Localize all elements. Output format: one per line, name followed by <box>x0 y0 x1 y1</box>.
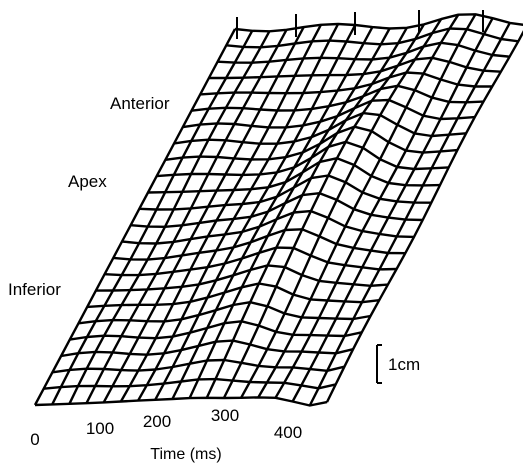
mesh-line-row <box>113 228 406 261</box>
mesh-line-row <box>95 264 388 292</box>
x-axis-title: Time (ms) <box>150 446 221 463</box>
scale-bar-label: 1cm <box>388 355 420 374</box>
mesh-line-row <box>191 84 484 112</box>
mesh-line-col <box>33 28 237 406</box>
x-tick-label-200: 200 <box>143 412 171 431</box>
mesh-line-col <box>291 17 494 403</box>
mesh-line-col <box>85 29 288 404</box>
mesh-line-row <box>87 282 380 309</box>
region-label-anterior: Anterior <box>110 94 170 113</box>
mesh-line-col <box>119 24 322 403</box>
mesh-line-row <box>173 111 467 145</box>
mesh-line-col <box>274 13 477 399</box>
mesh-line-col <box>171 26 374 400</box>
mesh-line-row <box>43 377 336 390</box>
mesh-line-col <box>137 23 340 402</box>
mesh-line-col <box>102 26 305 403</box>
x-tick-label-300: 300 <box>211 406 239 425</box>
mesh-line-col <box>325 30 523 403</box>
mesh-line-row <box>226 27 519 49</box>
mesh-line-row <box>200 71 493 96</box>
top-reference-ticks <box>236 10 484 39</box>
mesh-line-row <box>121 209 415 245</box>
mesh-line-row <box>60 339 354 358</box>
mesh-line-col <box>205 27 408 399</box>
mesh-line-col <box>257 14 460 399</box>
mesh-line-row <box>182 98 475 129</box>
mesh-line-row <box>104 246 397 277</box>
mesh-line-row <box>156 140 449 178</box>
mesh-line-row <box>34 396 328 407</box>
mesh-line-row <box>147 156 441 194</box>
x-tick-label-400: 400 <box>274 423 302 442</box>
mesh-line-col <box>154 24 357 401</box>
mesh-line-col <box>68 30 271 405</box>
mesh-line-row <box>78 301 371 325</box>
mesh-line-col <box>188 27 391 399</box>
mesh-line-row <box>165 125 458 161</box>
mesh-line-row <box>139 174 432 211</box>
mesh-line-col <box>222 23 425 399</box>
surface-mesh <box>33 13 523 407</box>
region-label-inferior: Inferior <box>8 280 61 299</box>
mesh-line-row <box>208 56 501 80</box>
mesh-line-col <box>51 30 254 405</box>
x-tick-label-0: 0 <box>30 430 39 449</box>
mesh-line-row <box>217 41 510 64</box>
mesh-line-col <box>308 22 511 407</box>
mesh-line-row <box>69 320 363 341</box>
x-tick-label-100: 100 <box>86 419 114 438</box>
mesh-line-row <box>52 358 345 374</box>
mesh-line-row <box>130 191 423 229</box>
scale-bar: 1cm <box>376 344 420 384</box>
region-label-apex: Apex <box>68 172 107 191</box>
mesh-line-row <box>234 13 523 33</box>
mesh-line-col <box>240 18 443 399</box>
